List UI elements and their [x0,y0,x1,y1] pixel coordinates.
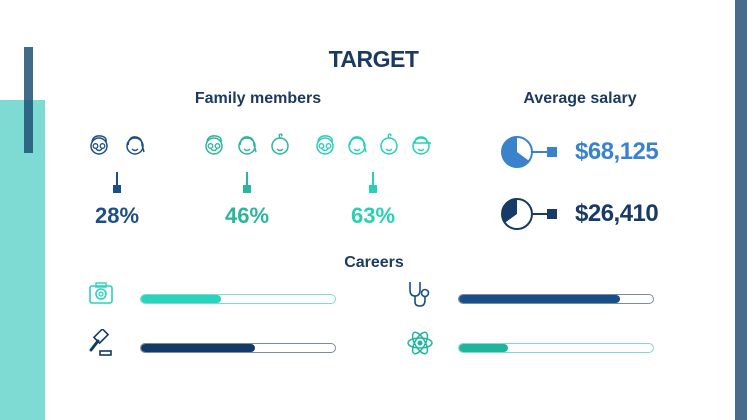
career-progress-bar [140,343,336,353]
family-percent: 46% [224,203,270,228]
salary-value: $68,125 [575,138,659,165]
connector-icon [368,172,378,194]
page-title: TARGET [328,46,419,72]
career-progress-fill [141,344,256,352]
salary-value: $26,410 [575,200,659,227]
family-percent: 28% [94,203,140,228]
mother-icon [123,133,147,157]
mother-icon [345,133,369,157]
connector-icon [242,172,252,194]
career-progress-fill [141,295,221,303]
child-icon [409,133,433,157]
career-progress-fill [459,295,621,303]
camera-icon [88,280,114,306]
decorative-right-strip [735,0,747,420]
pie-chart-icon [500,197,558,231]
father-icon [87,133,111,157]
baby-icon [268,133,292,157]
gavel-icon [88,329,114,357]
atom-icon [406,329,434,357]
careers-heading: Careers [344,254,404,271]
family-group-icons [202,133,292,157]
baby-icon [377,133,401,157]
family-percent: 63% [350,203,396,228]
salary-heading: Average salary [523,90,637,107]
father-icon [202,133,226,157]
career-progress-bar [140,294,336,304]
mother-icon [235,133,259,157]
family-group-icons [313,133,433,157]
decorative-teal-block [0,100,45,420]
connector-icon [112,172,122,194]
family-heading: Family members [194,90,322,107]
career-progress-fill [459,344,508,352]
career-progress-bar [458,294,654,304]
career-progress-bar [458,343,654,353]
pie-chart-icon [500,135,558,169]
stethoscope-icon [406,280,432,308]
decorative-dark-bar [24,47,33,153]
family-group-icons [87,133,147,157]
father-icon [313,133,337,157]
